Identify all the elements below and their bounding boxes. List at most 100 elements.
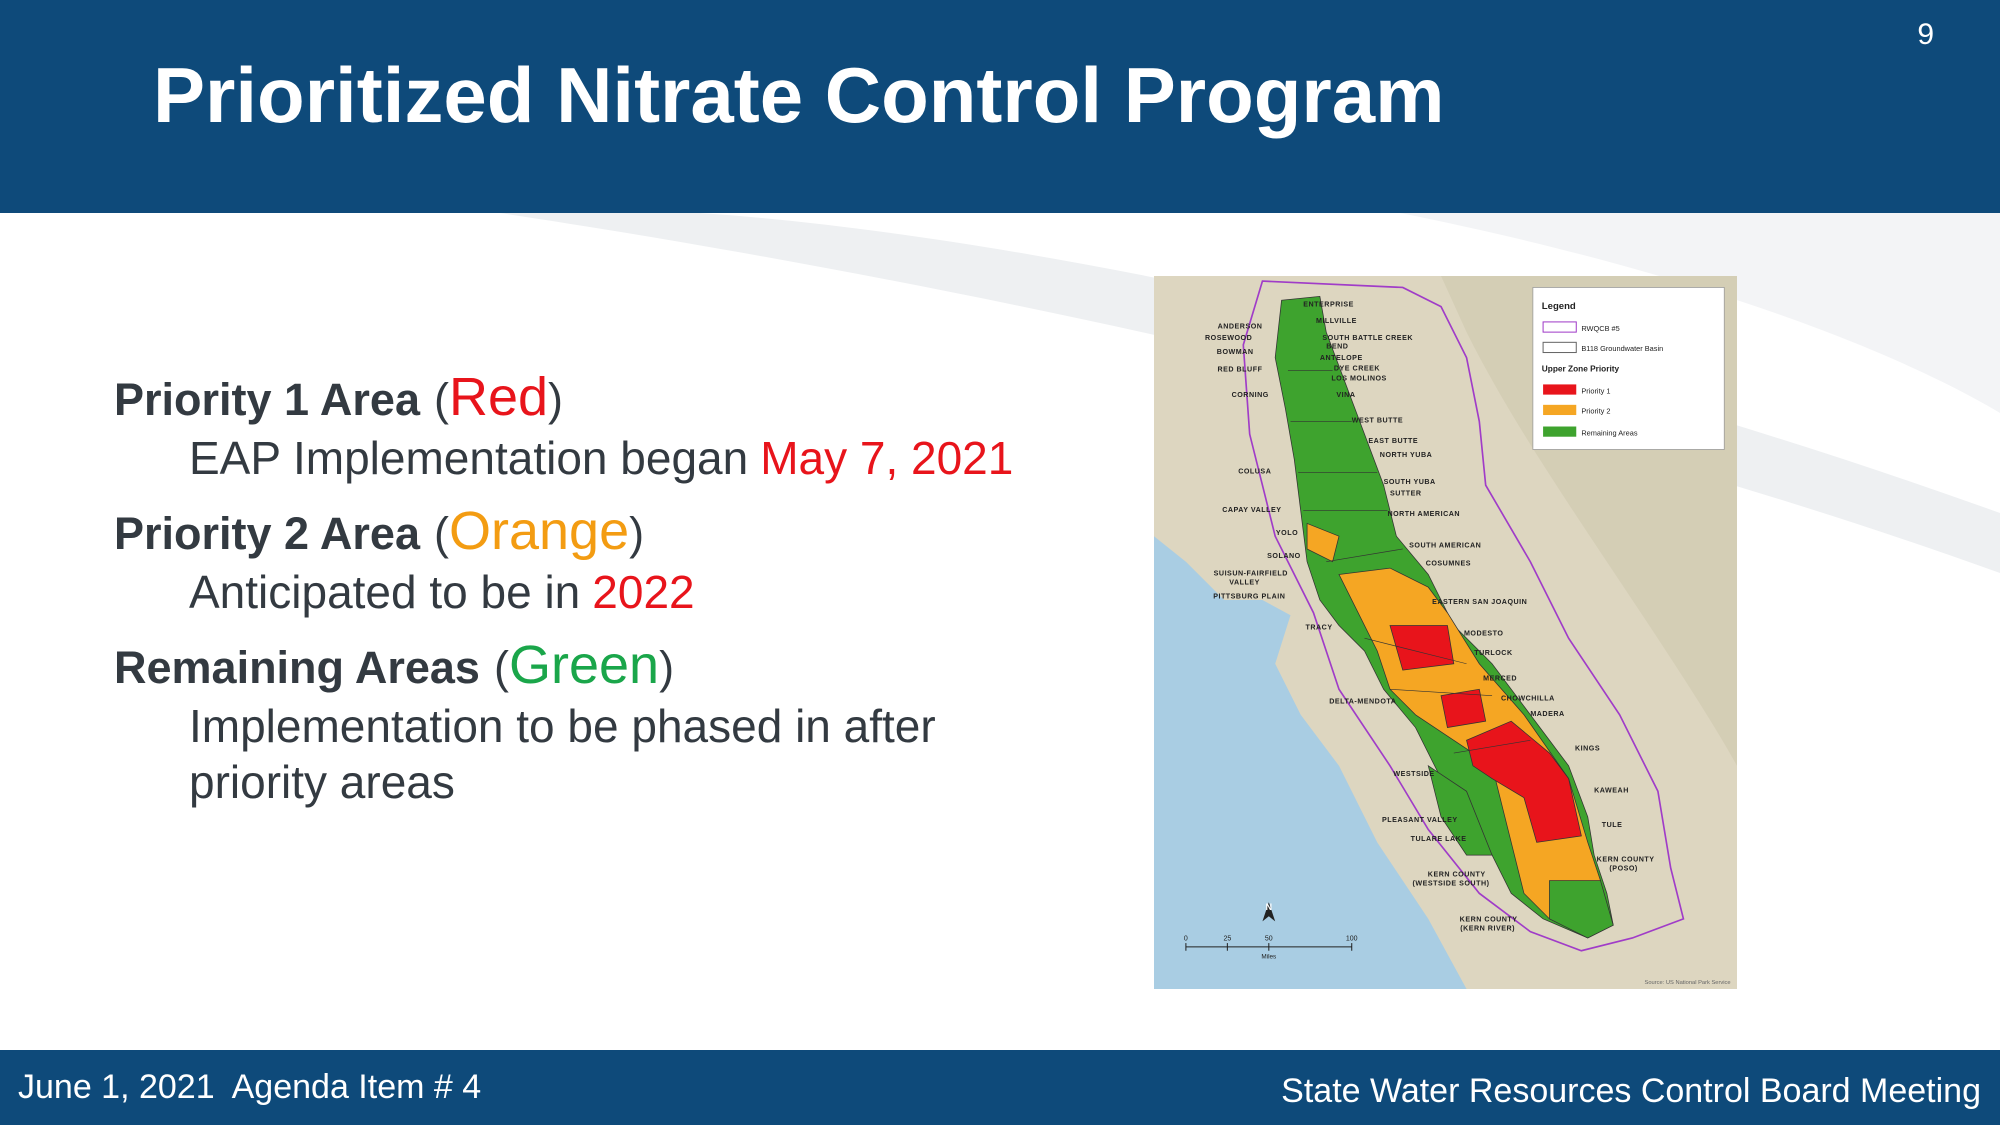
map-label: VALLEY: [1229, 579, 1260, 587]
map-source: Source: US National Park Service: [1645, 980, 1731, 986]
map-label: BEND: [1326, 343, 1348, 351]
rwqcb-boundary: [1242, 280, 1685, 952]
map-labels: ANDERSON ROSEWOOD BOWMAN RED BLUFF CORNING CO…: [1205, 301, 1655, 933]
detail-segment: Anticipated to be in: [189, 566, 581, 618]
map-label: SOUTH YUBA: [1384, 478, 1436, 486]
map-label: RED BLUFF: [1217, 366, 1262, 374]
map-label: PITTSBURG PLAIN: [1213, 593, 1285, 601]
map-label: (POSO): [1609, 864, 1638, 872]
heading-segment: Green: [508, 635, 660, 695]
detail-segment: EAP Implementation began: [189, 432, 749, 484]
heading-segment: (: [433, 374, 449, 425]
detail-segment: 2022: [592, 566, 695, 618]
heading-segment: (: [493, 642, 509, 693]
legend-label: Priority 1: [1581, 386, 1610, 395]
map-label: KERN COUNTY: [1428, 871, 1486, 879]
map-label: SOLANO: [1267, 552, 1301, 560]
heading-segment: Orange: [448, 501, 630, 561]
detail-segment: priority areas: [189, 756, 455, 808]
bullet-detail: Anticipated to be in 2022: [189, 564, 1114, 620]
map-label: SOUTH BATTLE CREEK: [1322, 334, 1413, 342]
legend-heading: Upper Zone Priority: [1542, 364, 1620, 374]
map-label: TRACY: [1306, 623, 1333, 631]
map-label: MERCED: [1483, 674, 1517, 682]
map-label: KINGS: [1575, 744, 1600, 752]
map-label: ANDERSON: [1218, 322, 1263, 330]
heading-segment: (: [433, 508, 449, 559]
legend-label: Priority 2: [1581, 407, 1610, 416]
map-label: CORNING: [1232, 391, 1269, 399]
bullet-heading: Priority 2 Area (Orange): [114, 500, 1114, 564]
legend-label: RWQCB #5: [1581, 324, 1619, 333]
legend-swatch: [1543, 384, 1577, 395]
priority-2-yolo: [1306, 522, 1340, 563]
heading-segment: ): [548, 374, 564, 425]
detail-segment: Implementation to be phased in after: [189, 700, 936, 752]
legend-swatch: [1543, 404, 1577, 416]
bullet-detail: priority areas: [189, 754, 1114, 810]
page-number: 9: [1917, 18, 1934, 51]
bullet-list: Priority 1 Area (Red) EAP Implementation b…: [114, 352, 1114, 810]
footer-bar: June 1, 2021 Agenda Item # 4 State Water…: [0, 1050, 2000, 1125]
legend-items: Legend RWQCB #5 B118 Groundwater Basin Uppe…: [1542, 301, 1663, 437]
map-label: COSUMNES: [1426, 560, 1471, 568]
map-label: KERN COUNTY: [1597, 855, 1655, 863]
north-label: N: [1266, 902, 1272, 912]
heading-segment: ): [659, 642, 675, 693]
map-label: SOUTH AMERICAN: [1409, 542, 1481, 550]
scale-unit: Miles: [1261, 953, 1276, 960]
map-label: BOWMAN: [1217, 348, 1254, 356]
district-lines: [1287, 370, 1531, 754]
map-label: CAPAY VALLEY: [1222, 506, 1281, 514]
legend-swatch: [1542, 321, 1577, 333]
map-label: NORTH AMERICAN: [1387, 510, 1460, 518]
map-label: DYE CREEK: [1334, 364, 1381, 372]
heading-segment: Priority 2 Area: [114, 508, 420, 559]
map-label: WESTSIDE: [1393, 770, 1434, 778]
scale-tick-label: 50: [1265, 936, 1273, 943]
map-label: TULARE LAKE: [1411, 835, 1467, 843]
map-ocean: [1154, 536, 1467, 989]
map-label: TURLOCK: [1474, 649, 1513, 657]
legend-label: B118 Groundwater Basin: [1581, 344, 1663, 353]
heading-segment: ): [629, 508, 645, 559]
map-label: CHOWCHILLA: [1501, 695, 1555, 703]
legend-box: [1532, 287, 1725, 450]
priority-1-modesto: [1389, 625, 1455, 671]
footer-date: June 1, 2021 Agenda Item # 4: [18, 1068, 482, 1106]
map-label: PLEASANT VALLEY: [1382, 816, 1458, 824]
priority-1-south: [1466, 720, 1582, 843]
map-label: WEST BUTTE: [1352, 417, 1403, 425]
map-label: EAST BUTTE: [1368, 437, 1418, 445]
map-label: SUISUN-FAIRFIELD: [1214, 570, 1288, 578]
legend: Legend RWQCB #5 B118 Groundwater Basin Uppe…: [1532, 287, 1725, 450]
slide-title: Prioritized Nitrate Control Program: [153, 51, 1445, 139]
heading-segment: Remaining Areas: [114, 642, 480, 693]
heading-segment: Priority 1 Area: [114, 374, 420, 425]
map: ANDERSON ROSEWOOD BOWMAN RED BLUFF CORNING CO…: [1154, 276, 1737, 989]
scale-tick-label: 100: [1346, 936, 1358, 943]
map-label: TULE: [1602, 821, 1623, 829]
bullet-detail: EAP Implementation began May 7, 2021: [189, 430, 1114, 486]
legend-label: Remaining Areas: [1581, 428, 1637, 437]
map-label: ANTELOPE: [1320, 354, 1363, 362]
priority-1-madera: [1440, 688, 1487, 728]
remaining-westside: [1427, 764, 1493, 856]
map-label: SUTTER: [1390, 489, 1422, 497]
map-label: KAWEAH: [1594, 787, 1629, 795]
bullet-heading: Priority 1 Area (Red): [114, 366, 1114, 430]
remaining-kern: [1549, 880, 1614, 939]
scale-tick-label: 0: [1184, 936, 1188, 943]
map-label: NORTH YUBA: [1380, 451, 1432, 459]
legend-swatch: [1542, 341, 1577, 354]
map-label: MILLVILLE: [1316, 317, 1357, 325]
footer-meeting: State Water Resources Control Board Meet…: [1281, 1072, 1981, 1110]
map-label: ROSEWOOD: [1205, 334, 1252, 342]
map-label: LOS MOLINOS: [1331, 375, 1387, 383]
map-label: KERN COUNTY: [1460, 915, 1518, 923]
bullet-heading: Remaining Areas (Green): [114, 634, 1114, 698]
heading-segment: Red: [448, 367, 549, 427]
detail-segment: May 7, 2021: [760, 432, 1014, 484]
north-arrow: [1262, 902, 1276, 922]
